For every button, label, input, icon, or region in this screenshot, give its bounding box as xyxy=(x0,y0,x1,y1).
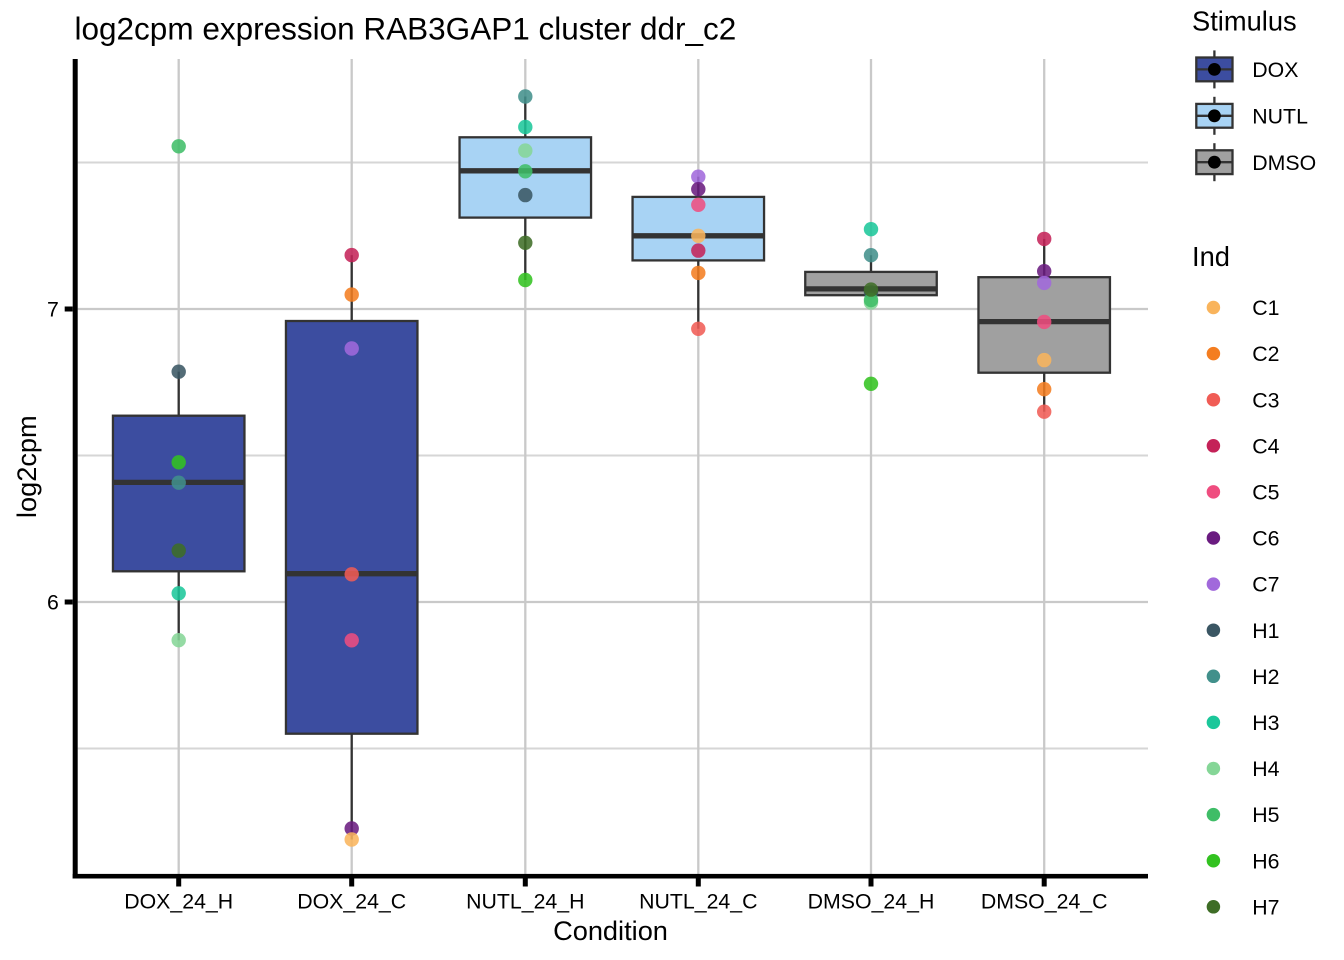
svg-text:C3: C3 xyxy=(1252,388,1279,412)
svg-text:H4: H4 xyxy=(1252,757,1279,781)
svg-text:7: 7 xyxy=(47,298,59,322)
svg-text:H7: H7 xyxy=(1252,895,1279,919)
svg-text:H3: H3 xyxy=(1252,711,1279,735)
svg-text:C4: C4 xyxy=(1252,434,1279,458)
svg-text:DOX: DOX xyxy=(1252,58,1298,82)
svg-text:H5: H5 xyxy=(1252,803,1279,827)
svg-text:log2cpm expression RAB3GAP1 cl: log2cpm expression RAB3GAP1 cluster ddr_… xyxy=(75,11,737,47)
svg-text:Condition: Condition xyxy=(553,915,668,946)
svg-text:C7: C7 xyxy=(1252,573,1279,597)
svg-text:DMSO_24_H: DMSO_24_H xyxy=(808,890,935,914)
svg-text:C5: C5 xyxy=(1252,481,1279,505)
svg-text:Ind: Ind xyxy=(1192,241,1230,272)
svg-text:NUTL_24_H: NUTL_24_H xyxy=(466,890,584,914)
svg-text:log2cpm: log2cpm xyxy=(11,415,42,518)
svg-text:H6: H6 xyxy=(1252,849,1279,873)
svg-text:NUTL_24_C: NUTL_24_C xyxy=(639,890,757,914)
svg-text:DOX_24_C: DOX_24_C xyxy=(297,890,406,914)
svg-text:6: 6 xyxy=(47,591,59,615)
svg-text:H1: H1 xyxy=(1252,619,1279,643)
svg-text:DMSO: DMSO xyxy=(1252,151,1316,175)
svg-text:C6: C6 xyxy=(1252,527,1279,551)
svg-text:C1: C1 xyxy=(1252,296,1279,320)
svg-text:DMSO_24_C: DMSO_24_C xyxy=(981,890,1108,914)
svg-text:Stimulus: Stimulus xyxy=(1192,6,1297,37)
svg-text:DOX_24_H: DOX_24_H xyxy=(124,890,233,914)
svg-text:H2: H2 xyxy=(1252,665,1279,689)
svg-text:C2: C2 xyxy=(1252,342,1279,366)
svg-text:NUTL: NUTL xyxy=(1252,104,1308,128)
